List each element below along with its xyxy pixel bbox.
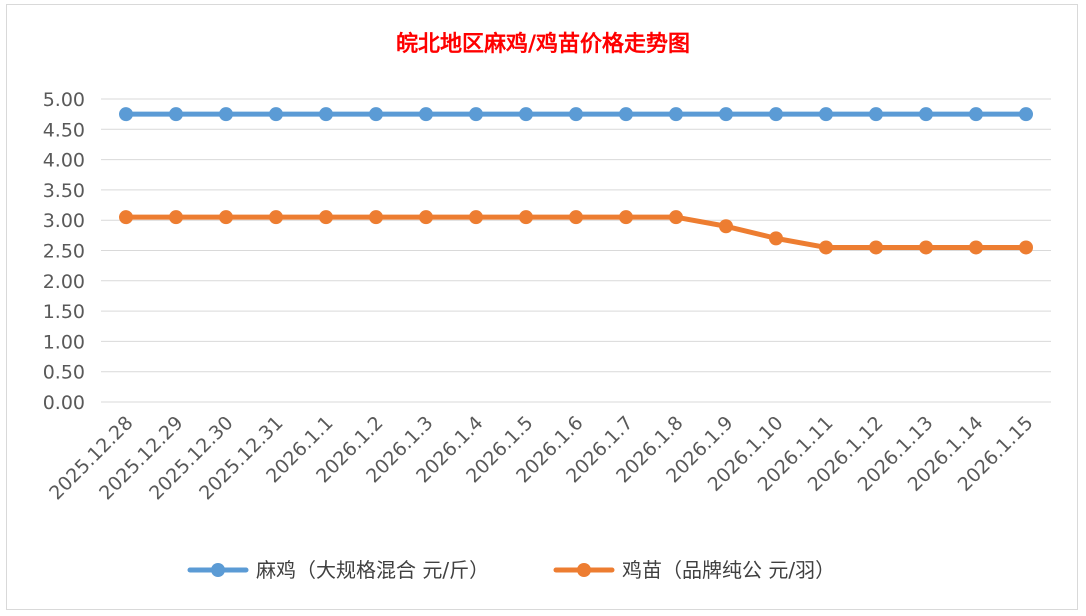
y-tick-label: 0.00 — [43, 392, 85, 414]
legend-label: 麻鸡（大规格混合 元/斤） — [256, 558, 489, 582]
y-tick-label: 4.00 — [43, 150, 85, 172]
y-tick-label: 2.00 — [43, 271, 85, 293]
y-tick-label: 3.50 — [43, 180, 85, 202]
data-point — [919, 107, 933, 122]
data-point — [169, 210, 183, 225]
data-point — [519, 107, 533, 122]
legend-label: 鸡苗（品牌纯公 元/羽） — [622, 558, 835, 582]
data-point — [569, 210, 583, 225]
data-point — [869, 107, 883, 122]
data-point — [619, 210, 633, 225]
data-point — [119, 107, 133, 122]
data-point — [419, 210, 433, 225]
y-tick-label: 0.50 — [43, 362, 85, 384]
legend-marker — [577, 563, 591, 577]
data-point — [919, 240, 933, 255]
chart-title: 皖北地区麻鸡/鸡苗价格走势图 — [396, 31, 690, 57]
data-point — [119, 210, 133, 225]
data-point — [1019, 107, 1033, 122]
data-point — [719, 107, 733, 122]
data-point — [869, 240, 883, 255]
data-point — [469, 210, 483, 225]
data-point — [419, 107, 433, 122]
legend-marker — [211, 563, 225, 577]
legend: 麻鸡（大规格混合 元/斤） 鸡苗（品牌纯公 元/羽） — [187, 558, 835, 582]
data-point — [219, 210, 233, 225]
y-tick-label: 2.50 — [43, 241, 85, 263]
y-tick-label: 1.50 — [43, 301, 85, 323]
data-point — [619, 107, 633, 122]
data-point — [369, 107, 383, 122]
data-point — [719, 219, 733, 234]
y-tick-label: 4.50 — [43, 119, 85, 141]
y-tick-label: 5.00 — [43, 89, 85, 111]
chart-frame — [6, 4, 1078, 610]
data-point — [769, 231, 783, 246]
data-point — [569, 107, 583, 122]
y-axis-ticks: 0.00 0.50 1.00 1.50 2.00 2.50 3.00 3.50 4.00 4.50… — [43, 89, 85, 414]
data-point — [319, 107, 333, 122]
data-point — [969, 240, 983, 255]
data-point — [769, 107, 783, 122]
data-point — [369, 210, 383, 225]
x-axis-ticks: 2025.12.282025.12.292025.12.302025.12.31… — [45, 412, 1037, 504]
data-point — [469, 107, 483, 122]
data-point — [319, 210, 333, 225]
data-point — [219, 107, 233, 122]
data-point — [819, 107, 833, 122]
data-point — [969, 107, 983, 122]
data-point — [519, 210, 533, 225]
data-point — [1019, 240, 1033, 255]
series-lines — [119, 107, 1033, 255]
data-point — [819, 240, 833, 255]
data-point — [669, 210, 683, 225]
data-point — [269, 107, 283, 122]
data-point — [269, 210, 283, 225]
y-tick-label: 3.00 — [43, 210, 85, 232]
data-point — [669, 107, 683, 122]
data-point — [169, 107, 183, 122]
gridlines — [101, 98, 1051, 403]
y-tick-label: 1.00 — [43, 331, 85, 353]
